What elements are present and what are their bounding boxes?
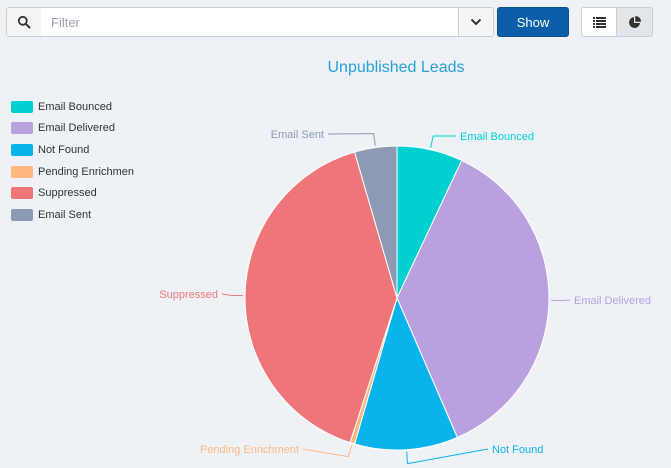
search-icon[interactable] [6, 7, 42, 37]
legend-swatch [11, 165, 33, 178]
legend-item-not-found[interactable]: Not Found [11, 139, 134, 161]
filter-input[interactable] [41, 7, 464, 37]
connector-suppressed [221, 293, 244, 297]
data-label-email-sent: Email Sent [271, 129, 324, 141]
list-icon [592, 16, 606, 28]
legend-label: Suppressed [38, 187, 97, 200]
data-label-pending-enrichment: Pending Enrichment [200, 444, 299, 456]
legend-item-email-sent[interactable]: Email Sent [11, 204, 134, 226]
legend-swatch [11, 208, 33, 221]
data-label-email-bounced: Email Bounced [460, 131, 534, 143]
chart-area: Email Bounced Email Delivered Not Found Pen… [0, 44, 671, 468]
legend-label: Not Found [38, 143, 90, 156]
legend-item-pending-enrichment[interactable]: Pending Enrichmen [11, 161, 134, 183]
show-button[interactable]: Show [497, 7, 569, 37]
chart-view-button[interactable] [617, 7, 653, 37]
chart-title: Unpublished Leads [327, 59, 465, 76]
legend-swatch [11, 122, 33, 135]
pie-slice-email-delivered[interactable] [396, 159, 550, 439]
legend-item-email-bounced[interactable]: Email Bounced [11, 96, 134, 118]
data-label-email-delivered: Email Delivered [574, 295, 651, 307]
filter-dropdown-button[interactable] [458, 7, 494, 37]
pie-chart: Email Bounced Email Delivered Not Found Pen… [159, 129, 651, 465]
connector-email-sent [327, 133, 376, 146]
connector-not-found [406, 448, 489, 465]
legend-label: Email Bounced [38, 100, 112, 113]
legend-label: Email Delivered [38, 122, 116, 135]
legend-swatch [11, 143, 33, 156]
toolbar: Show [6, 7, 665, 37]
pie-slice-email-sent[interactable] [353, 145, 398, 299]
legend-item-email-delivered[interactable]: Email Delivered [11, 118, 134, 140]
pie-slice-not-found[interactable] [353, 296, 459, 451]
legend-label: Email Sent [38, 208, 92, 221]
chart-legend: Email Bounced Email Delivered Not Found Pen… [11, 96, 134, 226]
chevron-down-icon [470, 18, 482, 26]
data-label-suppressed: Suppressed [159, 289, 218, 301]
data-label-not-found: Not Found [492, 444, 543, 456]
legend-swatch [11, 100, 33, 113]
legend-label: Pending Enrichmen [38, 165, 135, 178]
connector-email-delivered [550, 299, 571, 302]
pie-slice-suppressed[interactable] [244, 151, 398, 444]
legend-item-suppressed[interactable]: Suppressed [11, 182, 134, 204]
connector-email-bounced [430, 135, 457, 148]
pie-chart-icon [629, 15, 641, 28]
view-toggle [581, 7, 653, 37]
list-view-button[interactable] [581, 7, 617, 37]
connector-pending-enrichment [302, 445, 353, 458]
legend-swatch [11, 187, 33, 200]
